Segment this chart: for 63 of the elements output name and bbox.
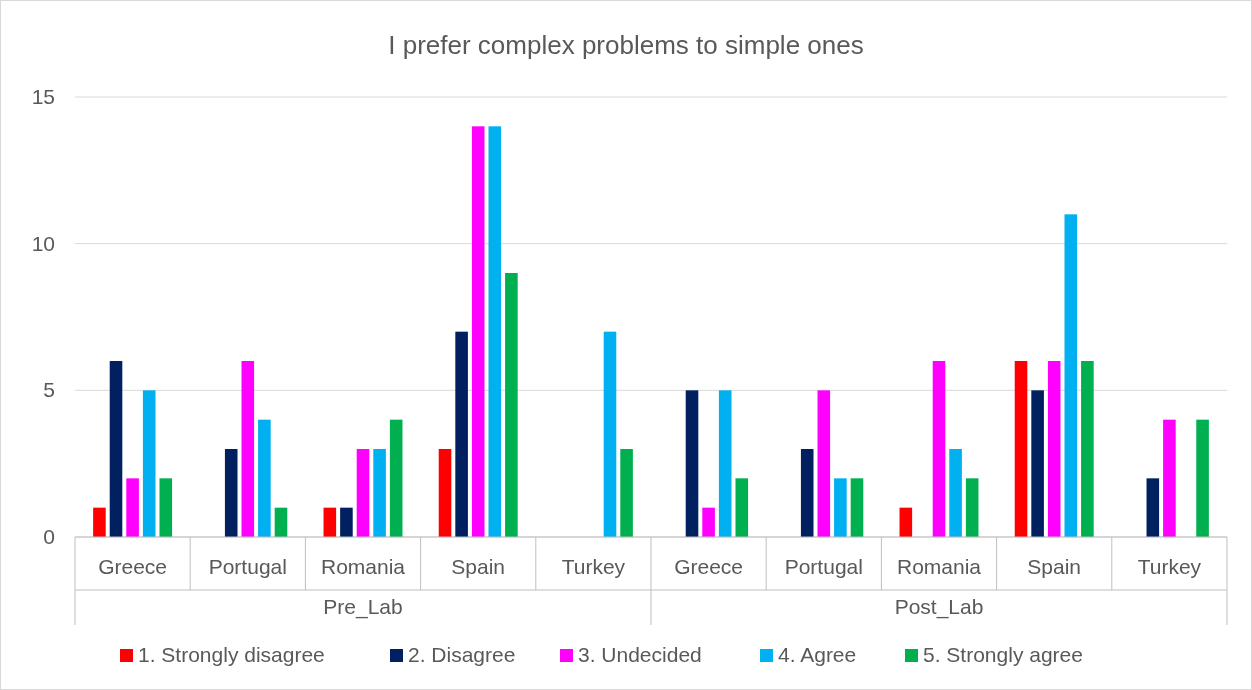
bar <box>1163 419 1176 537</box>
y-tick-label: 15 <box>31 85 55 108</box>
bar <box>800 449 814 537</box>
bar <box>224 449 238 537</box>
bar <box>373 449 386 537</box>
x-tick-label: Spain <box>1027 555 1082 578</box>
bar <box>438 449 452 537</box>
bar <box>1196 419 1209 537</box>
bar <box>274 507 288 537</box>
bar <box>1146 478 1160 537</box>
bar <box>1047 361 1061 537</box>
bar <box>1014 361 1028 537</box>
bar <box>620 449 633 537</box>
bar <box>850 478 864 537</box>
bar <box>702 507 715 537</box>
x-tick-label: Greece <box>674 555 744 578</box>
bar <box>735 478 749 537</box>
bar <box>1081 361 1094 537</box>
bar <box>126 478 139 537</box>
bar <box>965 478 979 537</box>
bar <box>159 478 173 537</box>
legend-label: 4. Agree <box>778 643 857 666</box>
legend-label: 3. Undecided <box>578 643 702 666</box>
bar <box>109 361 123 537</box>
x-tick-label: Romania <box>896 555 982 578</box>
bar <box>1031 390 1044 537</box>
bar <box>505 273 518 537</box>
x-tick-label: Romania <box>320 555 406 578</box>
chart-title: I prefer complex problems to simple ones <box>388 30 864 60</box>
bar <box>455 331 468 537</box>
bar <box>685 390 699 537</box>
text: Post_Lab <box>894 595 984 619</box>
bar <box>834 478 847 537</box>
bar <box>389 419 403 537</box>
legend-label: 1. Strongly disagree <box>138 643 325 666</box>
bar <box>323 507 337 537</box>
text: Pre_Lab <box>323 595 403 619</box>
bar <box>356 449 370 537</box>
y-tick-label: 0 <box>43 525 55 548</box>
bar <box>142 390 156 537</box>
bar <box>340 507 353 537</box>
bar <box>258 419 271 537</box>
y-tick-label: 5 <box>43 378 55 402</box>
bar <box>817 390 831 537</box>
x-tick-label: Portugal <box>784 555 863 578</box>
x-tick-label: Portugal <box>208 555 287 578</box>
x-tick-label: Greece <box>98 555 168 578</box>
bar <box>718 390 732 537</box>
bar <box>899 507 913 537</box>
bar <box>471 126 485 537</box>
x-tick-label: Spain <box>451 555 506 578</box>
bar <box>241 361 255 537</box>
bar <box>949 449 962 537</box>
bar <box>1064 214 1078 537</box>
bar <box>488 126 502 537</box>
y-tick-label: 10 <box>31 231 55 255</box>
x-tick-label: Turkey <box>1137 555 1202 578</box>
bar <box>932 361 946 537</box>
legend-label: 2. Disagree <box>408 643 516 666</box>
bar <box>93 507 106 537</box>
x-tick-label: Turkey <box>561 555 626 578</box>
legend-label: 5. Strongly agree <box>923 643 1083 666</box>
bar <box>603 331 617 537</box>
